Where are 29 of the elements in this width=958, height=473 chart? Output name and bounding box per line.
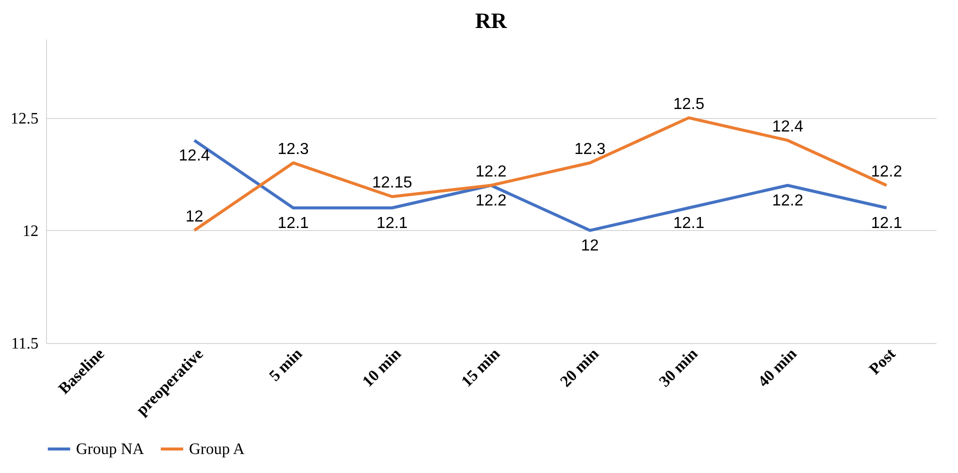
data-label: 12.1 (278, 214, 309, 232)
x-tick-label: Post (866, 345, 900, 378)
data-label: 12.15 (372, 174, 412, 192)
data-label: 12 (185, 208, 204, 226)
data-label: 12.3 (574, 140, 606, 158)
data-label: 12.1 (870, 214, 902, 232)
legend-label: Group NA (76, 441, 144, 458)
data-label: 12.4 (772, 118, 804, 136)
y-tick-label: 11.5 (11, 336, 38, 352)
x-tick-label: 10 min (360, 345, 405, 391)
legend-label: Group A (189, 441, 245, 458)
data-label: 12.3 (278, 140, 309, 158)
data-label: 12.5 (673, 96, 704, 113)
chart-title: RR (475, 8, 508, 33)
data-label: 12 (580, 237, 599, 254)
x-tick-label: 15 min (458, 345, 504, 391)
y-tick-label: 12 (22, 222, 38, 240)
data-label: 12.1 (673, 214, 704, 232)
x-tick-label: 5 min (266, 345, 306, 385)
y-tick-label: 12.5 (10, 110, 38, 128)
x-tick-label: 40 min (755, 345, 800, 391)
data-label: 12.2 (475, 192, 507, 210)
x-tick-label: 30 min (656, 345, 702, 391)
data-label: 12.4 (178, 147, 210, 164)
x-tick-label: 20 min (557, 345, 602, 391)
data-label: 12.1 (376, 214, 408, 232)
data-label: 12.2 (870, 163, 902, 180)
data-label: 12.2 (772, 192, 804, 210)
data-label: 12.2 (475, 163, 507, 180)
